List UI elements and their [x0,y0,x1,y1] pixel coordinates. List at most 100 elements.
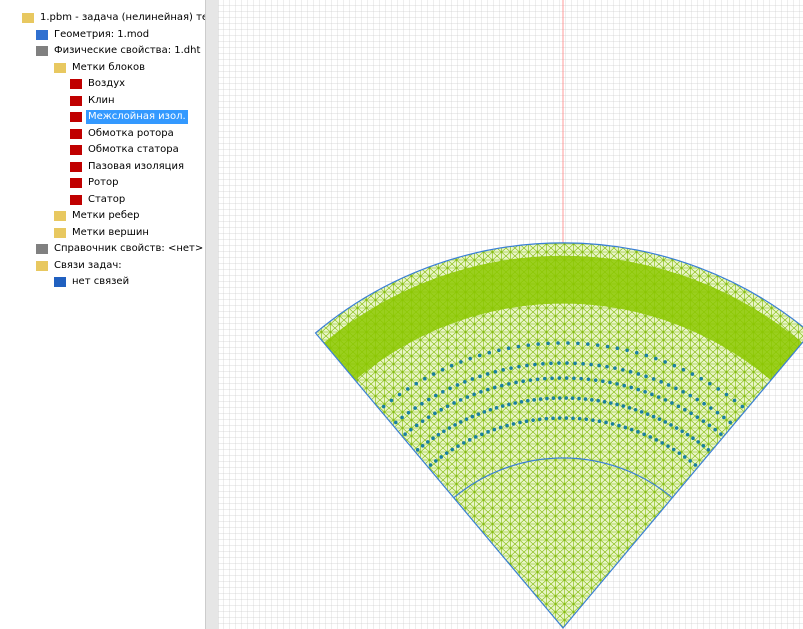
tree-item[interactable]: Метки ребер [72,210,140,221]
mesh-node [420,443,425,448]
tree-item[interactable]: Межслойная изол. [86,110,188,124]
mesh-node [455,383,460,387]
mesh-node [541,361,545,366]
tree-item[interactable]: Обмотка ротора [88,127,174,139]
mesh-node [571,416,575,421]
mesh-node [564,396,569,400]
mesh-node [653,356,658,361]
tree-icon [36,46,48,56]
mesh-node [651,414,656,419]
mesh-node [463,380,467,384]
mesh-node [389,398,394,403]
mesh-node [431,436,435,441]
tree-item[interactable]: Связи задач: [54,259,122,271]
tree-item[interactable]: нет связей [72,276,130,287]
mesh-node [556,341,560,345]
tree-item[interactable]: Геометрия: 1.mod [54,28,150,40]
mesh-node [676,404,681,409]
mesh-node [543,376,547,381]
tree-item[interactable]: Статор [88,193,126,205]
mesh-node [450,447,455,452]
splitter [205,0,219,629]
mesh-node [524,419,529,423]
tree-item[interactable]: Пазовая изоляция [88,160,184,172]
mesh-node [514,380,518,385]
mesh-node [436,432,441,437]
mesh-node [414,381,419,386]
mesh-node [685,432,690,437]
mesh-node [431,372,436,376]
tree-item[interactable]: Воздух [88,78,126,89]
tree-item[interactable]: Метки вершин [72,226,149,238]
tree-item[interactable]: Ротор [88,177,119,188]
mesh-node [696,440,700,444]
mesh-node [719,432,723,436]
mesh-node [470,414,475,419]
mesh-node [683,455,687,459]
mesh-node [691,436,695,441]
mesh-node [415,447,420,452]
mesh-node [617,423,621,428]
mesh-node [670,401,674,405]
tree-item[interactable]: Обмотка статора [88,144,179,155]
mesh-node [564,416,569,420]
mesh-node [701,443,706,448]
mesh-node [608,380,612,385]
mesh-node [707,423,712,428]
mesh-node [663,360,667,364]
mesh-node [627,406,632,410]
tree-item[interactable]: Физические свойства: 1.dht [54,45,201,56]
mesh-node [740,404,745,409]
mesh-node [680,429,684,434]
tree-icon [70,161,82,172]
mesh-node [644,353,649,358]
mesh-node [609,401,613,405]
mesh-node [550,376,554,381]
mesh-node [531,418,535,422]
mesh-node [590,398,594,402]
mesh-node [709,406,713,410]
mesh-node [487,350,492,355]
mesh-node [660,441,664,445]
mesh-node [688,393,693,398]
mesh-node [672,363,677,368]
mesh-node [636,387,640,392]
mesh-node [628,369,633,374]
mesh-node [497,348,501,353]
mesh-node [482,410,487,414]
mesh-node [426,397,431,402]
mesh-node [681,367,686,372]
mesh-node [544,416,549,421]
mesh-node [459,360,463,364]
mesh-node [420,419,425,423]
mesh-node [528,378,533,382]
mesh-node [439,407,443,412]
mesh-node [537,417,542,422]
mesh-node [613,366,617,370]
mesh-node [566,341,570,345]
mesh-node [381,404,386,409]
mesh-node [701,419,706,423]
mesh-node [565,361,569,365]
mesh-node [683,407,687,412]
mesh-node [604,420,608,425]
mesh-node [439,455,443,459]
mesh-node [591,418,595,422]
tree-item[interactable]: 1.pbm - задача (нелинейная) тепл [40,12,205,23]
tree-item[interactable]: Клин [88,94,115,106]
tree-item[interactable]: Справочник свойств: <нет> [54,243,204,254]
mesh-node [671,447,676,452]
mesh-node [433,411,437,416]
mesh-node [486,430,490,434]
mesh-node [498,425,503,430]
mesh-node [576,341,580,346]
tree-icon [54,62,66,73]
tree-icon [22,13,34,23]
mesh-node [423,376,427,381]
mesh-node [605,344,610,349]
mesh-node [462,441,466,445]
tree-item[interactable]: Метки блоков [72,61,146,73]
mesh-node [651,377,656,381]
mesh-node [545,396,549,401]
